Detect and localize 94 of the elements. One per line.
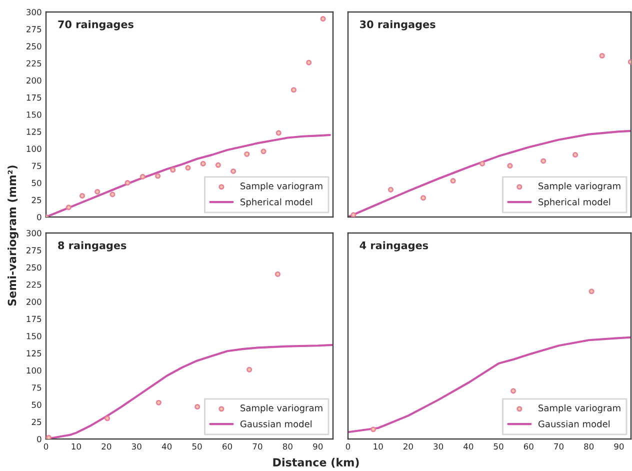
y-tick-label: 25 xyxy=(32,196,42,204)
point xyxy=(274,271,280,277)
point xyxy=(350,212,356,217)
point xyxy=(156,400,162,406)
y-tick-label: 275 xyxy=(26,26,42,32)
point xyxy=(185,165,191,171)
point xyxy=(420,195,426,201)
point xyxy=(46,434,52,439)
text: 70 raingages xyxy=(58,20,134,30)
x-tick-label: 10 xyxy=(72,443,81,450)
legend-label: Spherical model xyxy=(538,198,610,208)
point xyxy=(230,168,236,174)
point xyxy=(507,162,513,169)
line-series xyxy=(46,134,332,217)
y-tick-label: 300 xyxy=(26,8,42,16)
point xyxy=(306,60,312,66)
y-tick-label: 150 xyxy=(26,111,42,118)
y-tick-label: 125 xyxy=(26,128,42,135)
x-tick-label: 20 xyxy=(404,443,413,450)
y-tick-label: 125 xyxy=(26,350,42,356)
y-tick-label: 300 xyxy=(26,230,42,236)
point xyxy=(79,193,86,199)
point xyxy=(155,173,161,179)
y-tick-label: 200 xyxy=(26,77,42,84)
x-tick-label: 60 xyxy=(524,443,534,450)
x-tick-label: 50 xyxy=(494,443,504,450)
y-tick-label: 75 xyxy=(32,384,42,391)
x-axis-title: Distance (km) xyxy=(273,458,359,468)
y-tick-label: 75 xyxy=(32,162,42,170)
point xyxy=(140,174,146,180)
point xyxy=(540,158,546,164)
text: 8 raingages xyxy=(58,241,126,252)
point xyxy=(320,16,326,22)
x-tick-label: 80 xyxy=(282,443,292,450)
point xyxy=(215,162,221,168)
point xyxy=(599,52,605,59)
point xyxy=(66,204,72,210)
point xyxy=(479,160,486,166)
point xyxy=(110,192,116,198)
y-tick-label: 0 xyxy=(37,436,42,442)
y-tick-label: 200 xyxy=(26,298,42,305)
point xyxy=(244,151,250,157)
y-tick-label: 25 xyxy=(32,418,42,426)
legend-label: Spherical model xyxy=(240,198,312,208)
x-tick-label: 20 xyxy=(102,443,112,450)
x-tick-label: 30 xyxy=(132,443,142,450)
x-tick-label: 90 xyxy=(313,443,323,450)
x-tick-label: 80 xyxy=(584,443,594,450)
legend-label: Sample variogram xyxy=(240,182,322,192)
point xyxy=(94,188,100,194)
x-tick-label: 10 xyxy=(374,443,383,450)
y-tick-label: 250 xyxy=(26,264,42,271)
text: 30 raingages xyxy=(360,20,436,30)
y-tick-label: 150 xyxy=(26,332,42,340)
x-tick-label: 70 xyxy=(554,443,564,450)
point xyxy=(572,152,578,158)
point xyxy=(170,167,176,173)
y-tick-label: 100 xyxy=(26,367,42,374)
legend-label: Gaussian model xyxy=(240,420,312,428)
legend-label: Sample variogram xyxy=(538,182,620,192)
y-axis-title: Semi-variogram (mm²) xyxy=(8,166,18,306)
y-tick-label: 50 xyxy=(32,402,42,408)
x-tick-label: 30 xyxy=(434,443,444,450)
x-tick-label: 50 xyxy=(192,443,202,450)
x-tick-label: 70 xyxy=(252,443,262,450)
y-tick-label: 275 xyxy=(26,247,42,254)
legend-label: Sample variogram xyxy=(240,404,322,414)
point xyxy=(200,160,206,166)
y-tick-label: 175 xyxy=(26,316,42,322)
x-tick-label: 40 xyxy=(162,443,172,450)
legend-label: Gaussian model xyxy=(538,420,610,428)
point xyxy=(276,130,282,136)
point xyxy=(388,186,394,192)
y-tick-label: 250 xyxy=(26,43,42,50)
point xyxy=(194,404,200,410)
point xyxy=(290,87,297,93)
point xyxy=(246,366,252,372)
point xyxy=(104,416,110,422)
x-tick-label: 0 xyxy=(346,443,350,450)
x-tick-label: 40 xyxy=(464,443,474,450)
text: 4 raingages xyxy=(360,241,428,252)
y-tick-label: 100 xyxy=(26,146,42,152)
point xyxy=(124,180,130,186)
point xyxy=(450,178,456,184)
x-tick-label: 90 xyxy=(614,443,624,450)
x-tick-label: 0 xyxy=(44,443,48,450)
y-tick-label: 50 xyxy=(32,180,42,186)
y-tick-label: 225 xyxy=(26,281,42,288)
x-tick-label: 60 xyxy=(222,443,232,450)
legend-label: Sample variogram xyxy=(538,404,620,414)
y-tick-label: 175 xyxy=(26,94,42,101)
point xyxy=(260,148,266,154)
y-tick-label: 225 xyxy=(26,60,42,67)
y-tick-label: 0 xyxy=(37,214,42,220)
